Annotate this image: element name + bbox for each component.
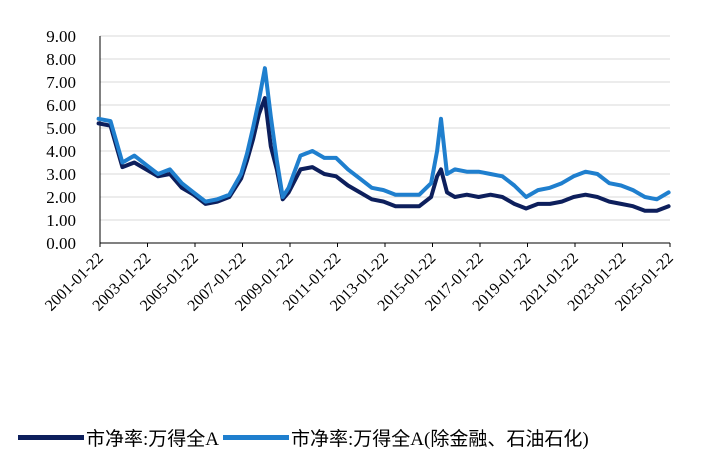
- series-lines: [96, 66, 671, 213]
- legend-label-series-1: 市净率:万得全A: [86, 429, 220, 450]
- legend-item-series-2: 市净率:万得全A(除金融、石油石化): [223, 424, 589, 451]
- legend: 市净率:万得全A 市净率:万得全A(除金融、石油石化): [18, 424, 593, 451]
- x-axis-ticks: 2001-01-222003-01-222005-01-222007-01-22…: [42, 243, 677, 315]
- y-tick-label: 2.00: [46, 188, 76, 207]
- legend-swatch-series-1: [18, 435, 84, 440]
- y-tick-label: 9.00: [46, 27, 76, 46]
- y-tick-label: 1.00: [46, 211, 76, 230]
- legend-label-series-2: 市净率:万得全A(除金融、石油石化): [291, 429, 589, 450]
- legend-item-series-1: 市净率:万得全A: [18, 424, 219, 451]
- chart: 0.00 1.00 2.00 3.00 4.00 5.00 6.00 7.00 8.00 9.00…: [42, 27, 677, 315]
- legend-swatch-series-2: [223, 435, 290, 440]
- y-axis-ticks: 0.00 1.00 2.00 3.00 4.00 5.00 6.00 7.00 8.00 9.00: [46, 27, 76, 253]
- y-tick-label: 7.00: [46, 73, 76, 92]
- y-tick-label: 5.00: [46, 119, 76, 138]
- y-tick-label: 0.00: [46, 234, 76, 253]
- series-line-2: [96, 66, 671, 204]
- axes: [99, 36, 670, 244]
- y-tick-label: 6.00: [46, 96, 76, 115]
- series-line-1: [96, 96, 671, 213]
- y-tick-label: 3.00: [46, 165, 76, 184]
- y-tick-label: 8.00: [46, 50, 76, 69]
- y-tick-label: 4.00: [46, 142, 76, 161]
